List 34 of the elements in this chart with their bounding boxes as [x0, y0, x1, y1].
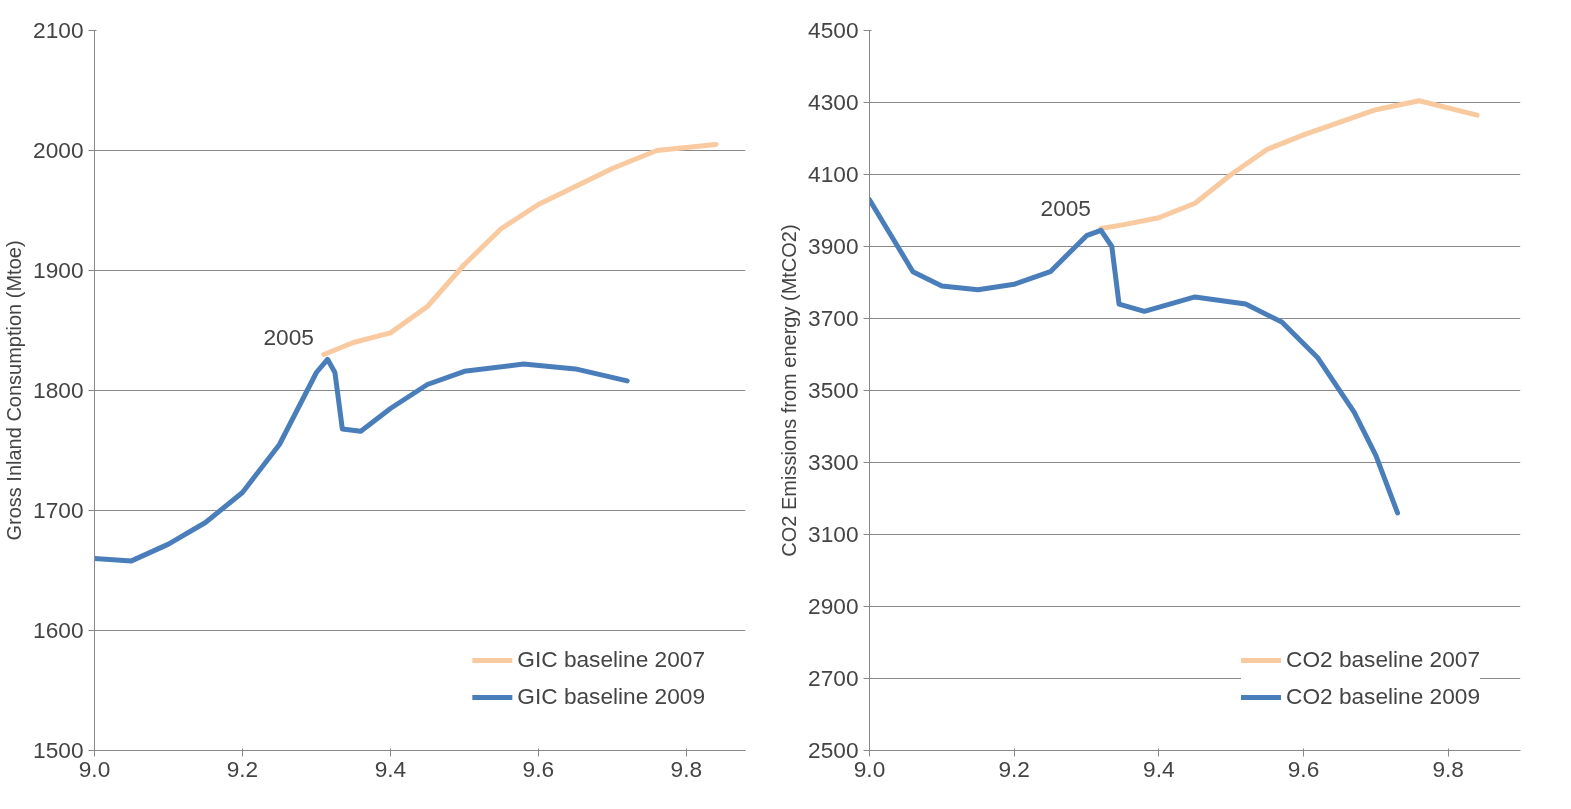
x-tick-label: 9.2: [226, 755, 259, 782]
x-tick-label: 9.8: [1432, 755, 1464, 782]
y-axis-title: CO2 Emissions from energy (MtCO2): [778, 224, 801, 557]
x-tick-label: 9.2: [998, 755, 1030, 782]
x-tick-label: 9.6: [522, 755, 555, 782]
y-tick-label: 3300: [808, 449, 859, 475]
y-tick-label: 1800: [33, 377, 84, 403]
legend-label: GIC baseline 2007: [517, 646, 705, 673]
y-tick-label: 2500: [808, 737, 859, 763]
y-tick-label: 3500: [808, 377, 859, 403]
y-tick-label: 1500: [33, 737, 84, 763]
annotation: 2005: [1040, 195, 1091, 222]
x-tick-label: 9.4: [1143, 755, 1175, 782]
legend-label: GIC baseline 2009: [517, 683, 705, 710]
y-tick-label: 2100: [33, 17, 84, 43]
x-tick-label: 9.4: [374, 755, 407, 782]
y-axis-title: Gross Inland Consumption (Mtoe): [3, 240, 26, 541]
y-tick-label: 3900: [808, 233, 859, 259]
y-tick-label: 1700: [33, 497, 84, 523]
legend-label: CO2 baseline 2009: [1286, 683, 1480, 710]
y-tick-label: 3100: [808, 521, 859, 547]
y-tick-label: 4500: [808, 17, 859, 43]
y-tick-label: 4100: [808, 161, 859, 187]
y-tick-label: 4300: [808, 89, 859, 115]
y-tick-label: 2900: [808, 593, 859, 619]
y-tick-label: 3700: [808, 305, 859, 331]
y-tick-label: 1600: [33, 617, 84, 643]
x-tick-label: 9.6: [1287, 755, 1320, 782]
legend-label: CO2 baseline 2007: [1286, 646, 1480, 673]
y-tick-label: 1900: [33, 257, 84, 283]
x-tick-label: 9.8: [670, 755, 703, 782]
annotation: 2005: [263, 324, 314, 351]
y-tick-label: 2700: [808, 665, 859, 691]
y-tick-label: 2000: [33, 137, 84, 163]
